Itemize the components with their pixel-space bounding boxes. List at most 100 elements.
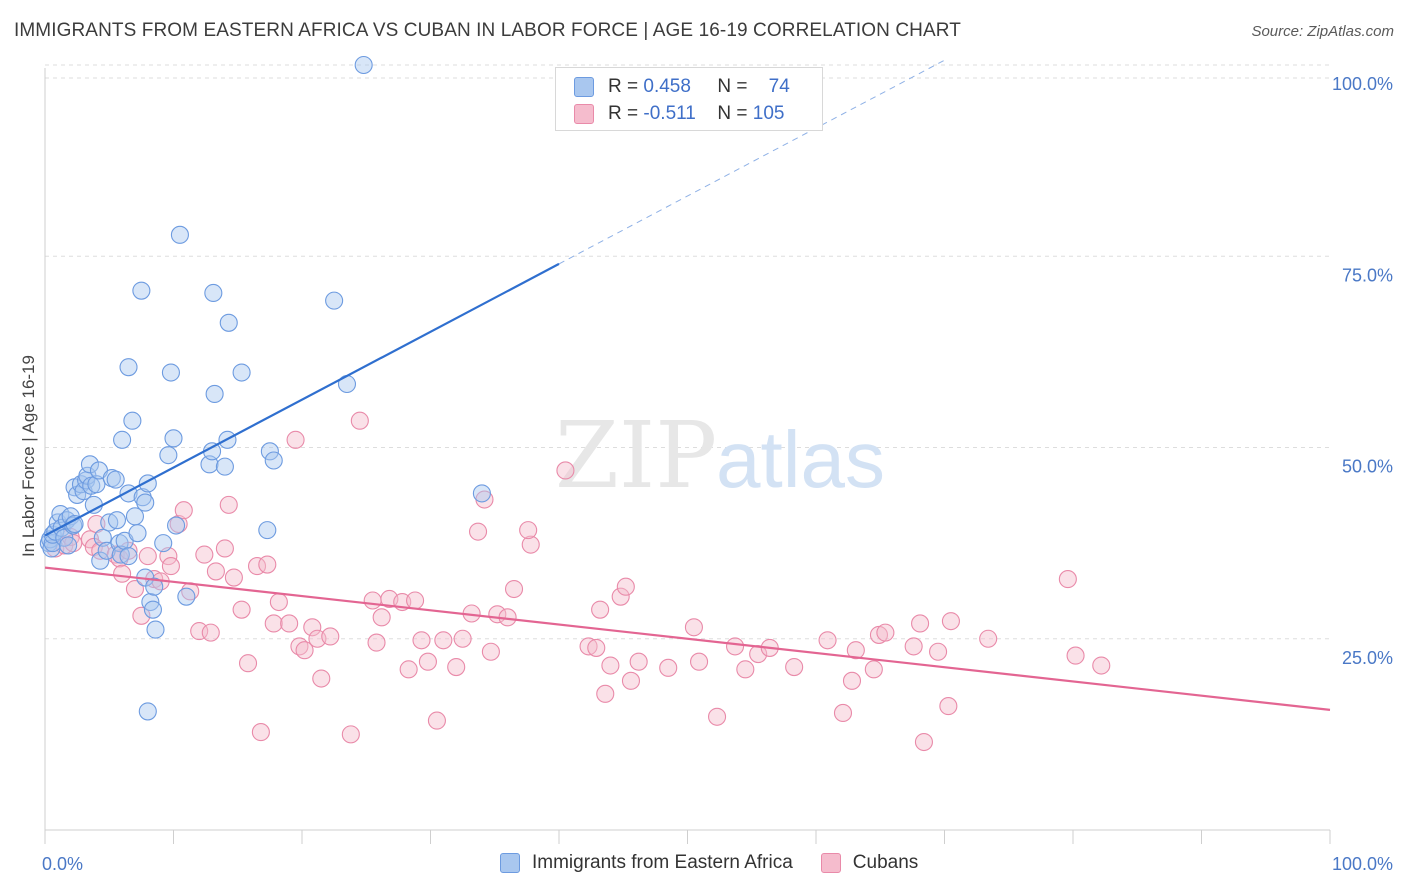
data-point xyxy=(206,562,225,581)
data-point xyxy=(264,451,283,470)
data-point xyxy=(708,707,727,726)
data-point xyxy=(280,614,299,633)
data-point xyxy=(684,618,703,637)
data-point xyxy=(864,660,883,679)
data-point xyxy=(107,511,127,530)
watermark-zip: ZIP xyxy=(555,402,717,509)
data-point xyxy=(447,658,466,677)
data-point xyxy=(161,557,180,576)
data-point xyxy=(914,732,933,752)
data-point xyxy=(453,629,472,648)
legend-r-value: 0.458 xyxy=(643,76,691,97)
data-point xyxy=(146,620,165,639)
y-tick-label: 100.0% xyxy=(1332,74,1393,94)
data-point xyxy=(113,430,132,449)
data-point xyxy=(128,524,147,543)
data-point xyxy=(979,629,998,648)
data-point xyxy=(125,579,144,599)
data-point xyxy=(341,725,360,744)
data-point xyxy=(167,516,186,535)
data-point xyxy=(587,638,606,657)
legend-r-value: -0.511 xyxy=(643,103,696,124)
data-point xyxy=(785,658,804,677)
data-point xyxy=(190,622,209,641)
data-point xyxy=(258,521,277,540)
data-point xyxy=(659,658,678,677)
y-tick-label: 50.0% xyxy=(1342,457,1393,477)
legend-n-value: 105 xyxy=(752,103,785,124)
data-point xyxy=(736,660,755,679)
data-point xyxy=(591,600,610,619)
data-point xyxy=(325,291,344,310)
data-point xyxy=(876,623,895,642)
legend-n-label: N = xyxy=(717,76,748,97)
axes xyxy=(44,68,1331,844)
pink-legend-swatch xyxy=(820,853,841,873)
data-point xyxy=(195,545,214,564)
pink-swatch xyxy=(574,104,594,124)
legend-r-label: R = xyxy=(608,76,639,97)
blue-swatch xyxy=(574,77,594,97)
data-point xyxy=(929,642,948,661)
y-tick-label: 75.0% xyxy=(1342,265,1393,285)
data-point xyxy=(579,637,598,656)
data-point xyxy=(911,614,930,633)
legend-label: Cubans xyxy=(852,852,919,873)
data-point xyxy=(80,455,100,474)
data-point xyxy=(91,551,110,570)
data-point xyxy=(1066,646,1085,665)
cubans-trend-line xyxy=(44,566,1331,711)
data-point xyxy=(321,627,340,646)
data-point xyxy=(468,522,488,541)
data-point xyxy=(412,631,431,650)
blue-legend-swatch xyxy=(500,853,520,873)
data-point xyxy=(472,484,491,503)
grid xyxy=(45,64,1330,640)
legend-item-eastern-africa: Immigrants from Eastern Africa xyxy=(500,852,793,874)
y-tick-label: 25.0% xyxy=(1342,648,1393,668)
data-point xyxy=(204,283,223,303)
data-point xyxy=(616,577,635,596)
data-point xyxy=(264,614,283,633)
data-point xyxy=(312,669,331,688)
data-point xyxy=(143,600,162,619)
series-legend: Immigrants from Eastern Africa Cubans xyxy=(500,852,946,874)
data-point xyxy=(629,652,648,671)
data-point xyxy=(427,711,446,730)
legend-item-cubans: Cubans xyxy=(820,852,919,874)
data-point xyxy=(519,521,538,540)
data-point xyxy=(138,547,157,566)
eastern-africa-trend-extension xyxy=(558,59,945,265)
data-point xyxy=(596,684,615,703)
data-point xyxy=(132,606,151,625)
data-point xyxy=(818,631,837,650)
data-point xyxy=(224,568,243,587)
data-point xyxy=(260,442,279,461)
data-point xyxy=(232,600,251,619)
legend-n-label: N = xyxy=(717,103,748,124)
data-point xyxy=(132,281,151,300)
trend-lines xyxy=(44,59,1331,711)
data-point xyxy=(119,358,138,377)
stats-legend: R = 0.458 N = 74 R = -0.511 N = 105 xyxy=(555,67,823,131)
data-point xyxy=(690,652,709,671)
data-point xyxy=(939,697,958,716)
data-point xyxy=(367,633,386,652)
legend-row-cubans: R = -0.511 N = 105 xyxy=(574,102,784,126)
data-point xyxy=(418,652,437,671)
chart-title: IMMIGRANTS FROM EASTERN AFRICA VS CUBAN … xyxy=(14,20,961,41)
data-point xyxy=(941,612,960,631)
data-point xyxy=(87,475,106,494)
data-point xyxy=(138,702,157,721)
data-point xyxy=(232,363,251,382)
data-point xyxy=(286,430,305,449)
data-point xyxy=(159,446,178,465)
data-point xyxy=(846,641,865,660)
data-point xyxy=(1058,570,1077,589)
data-point xyxy=(434,631,453,650)
data-point xyxy=(556,461,575,480)
data-point xyxy=(111,545,130,564)
data-point xyxy=(258,555,277,574)
legend-row-eastern-africa: R = 0.458 N = 74 xyxy=(574,75,790,99)
